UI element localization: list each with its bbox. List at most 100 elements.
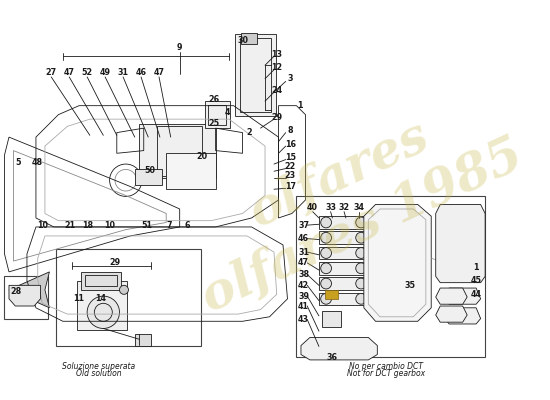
Circle shape (321, 248, 332, 258)
Circle shape (438, 225, 451, 238)
Text: 40: 40 (307, 203, 318, 212)
Text: 38: 38 (298, 270, 309, 279)
Text: 1: 1 (298, 101, 303, 110)
Circle shape (465, 243, 478, 256)
Text: Old solution: Old solution (76, 369, 122, 378)
Circle shape (321, 294, 332, 304)
Text: 41: 41 (298, 302, 309, 310)
Bar (241, 33, 257, 44)
Text: 15: 15 (285, 153, 296, 162)
Polygon shape (445, 288, 481, 304)
Text: 39: 39 (298, 292, 309, 301)
Text: 8: 8 (287, 126, 293, 135)
Bar (319, 247, 369, 259)
Polygon shape (301, 338, 377, 360)
Circle shape (321, 232, 332, 243)
Text: 36: 36 (327, 353, 338, 362)
Circle shape (87, 296, 119, 328)
Text: 22: 22 (284, 162, 296, 171)
Text: 14: 14 (95, 294, 106, 303)
Bar (319, 232, 369, 244)
Bar (322, 310, 342, 327)
Circle shape (321, 278, 332, 289)
Text: 28: 28 (10, 287, 22, 296)
Bar (4, 276, 48, 320)
Bar (205, 101, 230, 128)
Text: 21: 21 (64, 221, 76, 230)
Bar (235, 34, 276, 116)
Text: 25: 25 (208, 119, 219, 128)
Circle shape (465, 225, 478, 238)
Text: 35: 35 (404, 281, 415, 290)
Text: 23: 23 (284, 171, 296, 180)
Bar (240, 38, 271, 112)
Polygon shape (9, 285, 41, 306)
Text: 51: 51 (141, 221, 152, 230)
Bar (384, 256, 419, 268)
Text: 33: 33 (325, 203, 336, 212)
Text: 4: 4 (224, 108, 230, 117)
Text: 48: 48 (32, 158, 43, 167)
Text: 32: 32 (338, 203, 350, 212)
Text: 12: 12 (271, 62, 282, 72)
Text: 46: 46 (135, 68, 146, 77)
Text: 10: 10 (37, 221, 48, 230)
Text: 30: 30 (237, 36, 248, 46)
Text: 20: 20 (196, 152, 208, 161)
Text: 24: 24 (271, 86, 282, 95)
Bar (384, 240, 419, 253)
Text: 3: 3 (288, 74, 293, 83)
Bar (384, 222, 419, 235)
Polygon shape (436, 306, 467, 322)
Bar (85, 276, 117, 286)
Text: 1: 1 (474, 263, 479, 272)
Text: Soluzione superata: Soluzione superata (62, 362, 135, 371)
Text: 5: 5 (15, 158, 21, 167)
Text: 6: 6 (184, 221, 190, 230)
Circle shape (356, 232, 366, 243)
Polygon shape (436, 204, 485, 283)
Circle shape (356, 294, 366, 304)
Text: 31: 31 (118, 68, 129, 77)
Bar (135, 334, 151, 346)
Circle shape (438, 243, 451, 256)
Bar (319, 216, 369, 229)
Polygon shape (436, 288, 467, 304)
Text: 43: 43 (298, 315, 309, 324)
Polygon shape (445, 263, 481, 279)
Bar (139, 124, 216, 178)
Polygon shape (9, 272, 50, 308)
Circle shape (321, 263, 332, 274)
Text: 10: 10 (104, 221, 115, 230)
Bar (296, 196, 485, 357)
Polygon shape (364, 204, 431, 321)
Text: 18: 18 (82, 221, 94, 230)
Text: 16: 16 (285, 140, 296, 149)
Circle shape (321, 217, 332, 228)
Polygon shape (445, 308, 481, 324)
Bar (319, 292, 369, 305)
Bar (166, 153, 216, 189)
Text: 2: 2 (246, 128, 252, 137)
Bar (319, 262, 369, 274)
Text: 50: 50 (145, 166, 156, 175)
Text: No per cambio DCT: No per cambio DCT (349, 362, 424, 371)
Text: olfares
olfares 1985: olfares olfares 1985 (170, 78, 531, 322)
Text: 37: 37 (298, 221, 309, 230)
Text: 17: 17 (285, 182, 296, 191)
Text: 11: 11 (74, 294, 85, 303)
Text: 52: 52 (81, 68, 93, 77)
Bar (135, 168, 162, 185)
Text: 9: 9 (177, 43, 183, 52)
Circle shape (356, 217, 366, 228)
Circle shape (452, 225, 464, 238)
Text: 44: 44 (471, 290, 482, 299)
Bar (319, 277, 369, 290)
Text: 42: 42 (298, 281, 309, 290)
Text: 31: 31 (298, 248, 309, 257)
Bar (208, 105, 227, 124)
Text: 13: 13 (271, 50, 282, 59)
Bar (157, 126, 202, 176)
Text: 47: 47 (64, 68, 75, 77)
Text: 27: 27 (46, 68, 57, 77)
